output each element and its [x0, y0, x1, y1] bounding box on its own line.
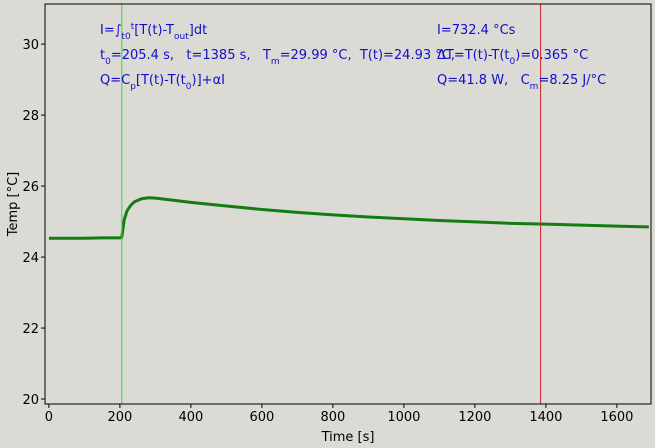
x-tick-label: 400 — [178, 410, 203, 425]
y-tick-label: 24 — [22, 251, 39, 266]
annotation-part: =29.99 °C, T(t)=24.93 °C, — [280, 48, 455, 63]
annotation-part: =8.25 J/°C — [538, 73, 606, 88]
plot-frame — [44, 3, 652, 405]
annotation-part: t0 — [122, 32, 132, 42]
annotation: I=∫t0t[T(t)-Tout]dt — [100, 22, 207, 42]
y-tick-label: 22 — [22, 322, 39, 337]
annotation-part: ]dt — [189, 23, 207, 38]
annotation-part: [T(t)-T — [134, 23, 174, 38]
annotation-part: p — [130, 82, 136, 92]
annotation-part: =205.4 s, t=1385 s, T — [111, 48, 271, 63]
annotation: Q=Cp[T(t)-T(t0)]+αI — [100, 73, 225, 92]
x-axis-label: Time [s] — [321, 430, 375, 445]
data-line — [48, 196, 649, 240]
x-tick-label: 600 — [249, 410, 274, 425]
x-tick-label: 0 — [45, 410, 53, 425]
annotation-part: 0 — [510, 57, 516, 67]
y-tick-label: 28 — [22, 109, 39, 124]
x-tick-label: 1400 — [529, 410, 562, 425]
annotation-part: t — [131, 22, 135, 32]
annotation-part: ΔT=T(t)-T(t — [437, 48, 510, 63]
annotation: I=732.4 °Cs — [437, 23, 516, 38]
y-axis-label: Temp [°C] — [6, 172, 21, 238]
annotation-part: Q=41.8 W, C — [437, 73, 530, 88]
annotation-part: )]+αI — [192, 73, 225, 88]
annotation: Q=41.8 W, Cm=8.25 J/°C — [437, 73, 606, 92]
annotation-part: t — [100, 48, 105, 63]
annotation-part: I=∫ — [100, 23, 122, 38]
annotation: ΔT=T(t)-T(t0)=0.365 °C — [437, 48, 588, 67]
x-tick-label: 1000 — [387, 410, 420, 425]
x-tick-label: 1600 — [600, 410, 633, 425]
x-tick-label: 800 — [320, 410, 345, 425]
annotation-part: m — [530, 82, 539, 92]
annotation-part: [T(t)-T(t — [136, 73, 186, 88]
x-tick-label: 1200 — [458, 410, 491, 425]
y-tick-label: 26 — [22, 180, 39, 195]
annotation-part: I=732.4 °Cs — [437, 23, 516, 38]
annotation-part: 0 — [186, 82, 192, 92]
annotation-part: m — [271, 57, 280, 67]
annotation-part: out — [174, 32, 189, 42]
y-tick-label: 20 — [22, 393, 39, 408]
annotation: t0=205.4 s, t=1385 s, Tm=29.99 °C, T(t)=… — [100, 48, 455, 67]
annotation-part: 0 — [105, 57, 111, 67]
annotation-part: )=0.365 °C — [515, 48, 588, 63]
x-tick-label: 200 — [107, 410, 132, 425]
y-tick-label: 30 — [22, 38, 39, 53]
annotation-part: Q=C — [100, 73, 130, 88]
